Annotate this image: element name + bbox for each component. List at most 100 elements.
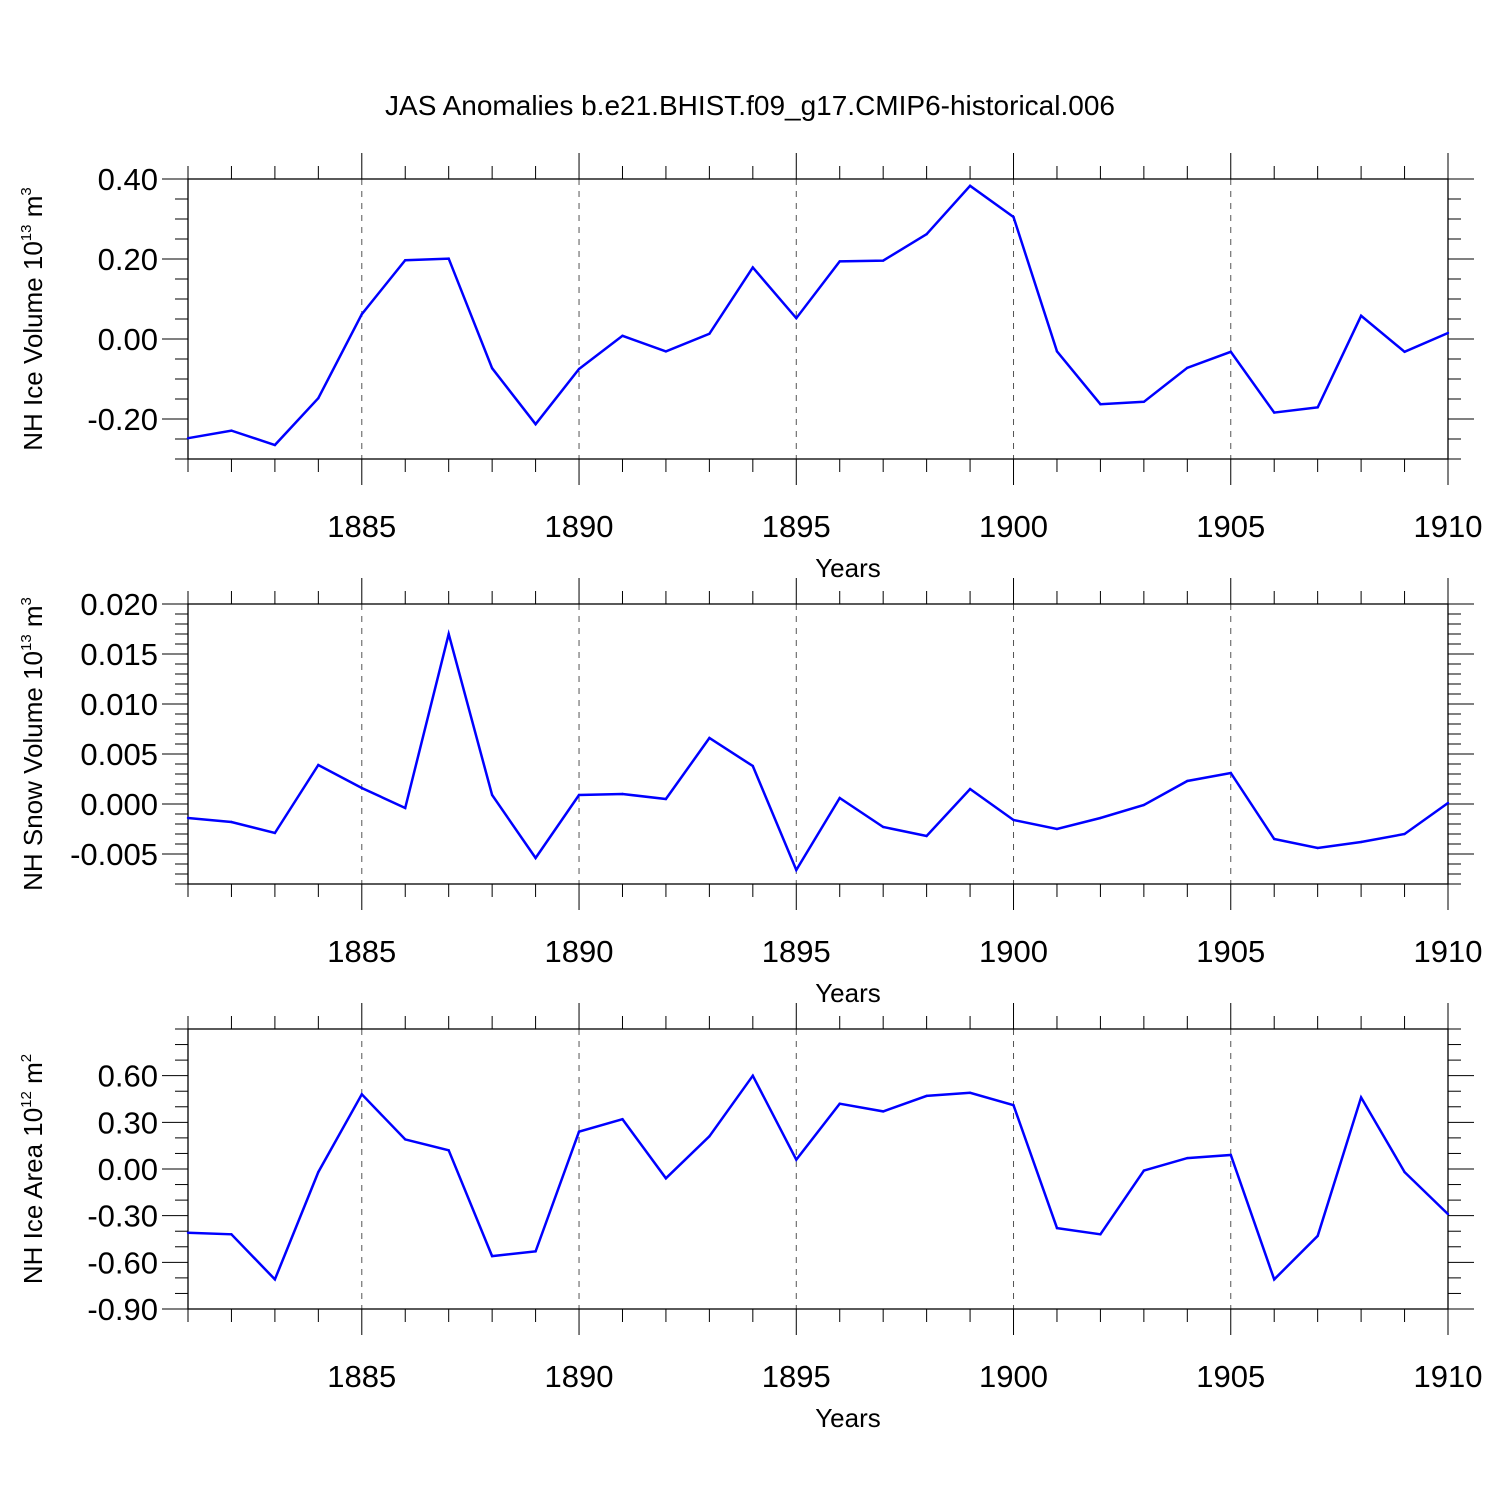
- y-tick-label: 0.30: [98, 1105, 158, 1140]
- panel-3: -0.90 -0.60 -0.30 0.00 0.30 0.60 1885 1890 1895 1…: [18, 1003, 1482, 1433]
- data-point: [490, 793, 494, 797]
- data-point: [577, 1130, 581, 1133]
- data-point: [230, 429, 233, 432]
- data-point: [1359, 1096, 1363, 1099]
- data-point: [404, 806, 407, 810]
- panel-2: -0.005 0.000 0.005 0.010 0.015 0.020 1885 1890 1…: [18, 578, 1482, 1008]
- series-line: [187, 629, 1449, 873]
- data-point: [447, 1149, 450, 1152]
- data-point: [621, 1118, 624, 1121]
- y-tick-label: 0.010: [80, 687, 158, 722]
- data-point: [534, 423, 537, 426]
- series-line: [187, 1073, 1449, 1282]
- y-tick-label: 0.000: [80, 787, 158, 822]
- data-point: [1229, 771, 1232, 775]
- data-point: [621, 334, 624, 337]
- data-point: [881, 825, 885, 829]
- y-tick-label: 0.60: [98, 1059, 158, 1094]
- data-point: [447, 632, 450, 636]
- data-point: [925, 1094, 928, 1098]
- data-point: [317, 397, 320, 400]
- figure-title: JAS Anomalies b.e21.BHIST.f09_g17.CMIP6-…: [385, 90, 1115, 121]
- x-tick-label: 1905: [1196, 509, 1265, 544]
- data-point: [1012, 215, 1015, 219]
- data-point: [795, 868, 798, 872]
- data-point: [925, 834, 928, 838]
- x-tick-label: 1885: [327, 1359, 396, 1394]
- data-point: [1142, 803, 1146, 807]
- data-point: [751, 1074, 755, 1077]
- data-point: [490, 367, 494, 370]
- data-point: [404, 259, 407, 262]
- data-point: [1012, 818, 1015, 822]
- y-axis-label-text: NH Snow Volume 10: [18, 651, 48, 891]
- data-point: [447, 257, 450, 260]
- y-axis-label-superscript: 2: [18, 1054, 35, 1062]
- data-point: [273, 443, 277, 447]
- data-point: [186, 1231, 190, 1234]
- data-point: [1446, 801, 1450, 805]
- data-point: [881, 259, 885, 262]
- y-axis-label: NH Snow Volume 1013 m3: [18, 597, 48, 891]
- data-point: [838, 1102, 841, 1105]
- x-tick-label: 1890: [545, 934, 614, 969]
- x-tick-label: 1905: [1196, 934, 1265, 969]
- data-point: [881, 1110, 885, 1113]
- data-point: [664, 1177, 668, 1180]
- x-axis-label: Years: [815, 1403, 881, 1433]
- y-tick-label: 0.40: [98, 162, 158, 197]
- y-tick-label: -0.30: [87, 1199, 158, 1234]
- y-tick-label: -0.005: [70, 837, 158, 872]
- x-tick-label: 1900: [979, 509, 1048, 544]
- x-tick-label: 1885: [327, 509, 396, 544]
- data-point: [1446, 331, 1450, 335]
- data-point: [317, 1170, 320, 1174]
- data-point: [1229, 1153, 1232, 1157]
- data-point: [360, 313, 363, 316]
- data-point: [186, 437, 190, 440]
- data-point: [230, 820, 233, 824]
- data-point: [404, 1138, 407, 1141]
- data-point: [273, 831, 277, 835]
- y-axis-label-superscript: 3: [18, 597, 35, 605]
- data-point: [360, 1093, 363, 1096]
- x-tick-label: 1905: [1196, 1359, 1265, 1394]
- data-point: [1142, 1169, 1146, 1172]
- data-point: [534, 1250, 537, 1253]
- data-point: [1186, 1156, 1189, 1160]
- data-point: [1142, 400, 1146, 403]
- y-tick-label: 0.20: [98, 242, 158, 277]
- x-tick-label: 1895: [762, 509, 831, 544]
- y-axis-label-text: m: [18, 1062, 48, 1091]
- data-point: [708, 1135, 711, 1138]
- y-tick-label: -0.60: [87, 1245, 158, 1280]
- data-point: [925, 233, 928, 236]
- x-tick-label: 1910: [1414, 509, 1483, 544]
- x-tick-label: 1895: [762, 1359, 831, 1394]
- data-point: [577, 793, 581, 797]
- plot-frame: [187, 178, 1449, 460]
- data-point: [534, 856, 537, 860]
- x-tick-label: 1910: [1414, 1359, 1483, 1394]
- data-point: [1359, 314, 1363, 317]
- y-tick-label: 0.00: [98, 322, 158, 357]
- y-tick-label: -0.20: [87, 402, 158, 437]
- data-point: [1446, 1212, 1450, 1216]
- data-point: [1316, 1234, 1319, 1238]
- data-point: [708, 736, 711, 740]
- x-axis-label: Years: [815, 553, 881, 583]
- data-point: [838, 796, 841, 800]
- data-point: [1273, 411, 1276, 414]
- data-point: [1055, 350, 1059, 353]
- data-point: [1055, 827, 1059, 831]
- y-tick-label: -0.90: [87, 1292, 158, 1327]
- data-point: [1099, 403, 1102, 406]
- data-point: [186, 816, 190, 820]
- y-axis-label-superscript: 12: [18, 1091, 35, 1108]
- data-point: [795, 1158, 798, 1161]
- y-tick-label: 0.015: [80, 637, 158, 672]
- data-point: [1403, 1170, 1406, 1174]
- plot-frame: [187, 603, 1449, 885]
- panel-1: -0.20 0.00 0.20 0.40 1885 1890 1895 1900 1905 191…: [18, 153, 1482, 583]
- x-tick-label: 1895: [762, 934, 831, 969]
